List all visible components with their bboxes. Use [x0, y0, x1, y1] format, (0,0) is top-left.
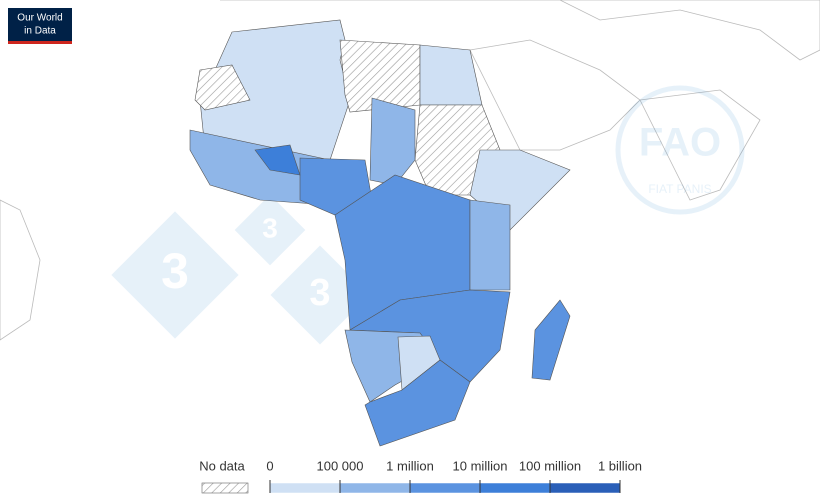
legend-tick-label: 1 billion	[598, 458, 642, 473]
surrounding-land	[0, 0, 820, 341]
africa	[189, 19, 571, 447]
legend-tick-label: 100 000	[317, 458, 364, 473]
logo: Our World in Data	[8, 8, 72, 44]
legend-bin	[269, 482, 341, 494]
logo-line: in Data	[24, 26, 56, 37]
legend-tick-label: 100 million	[519, 458, 581, 473]
legend-tick-label: 0	[266, 458, 273, 473]
logo-line: Our World	[17, 13, 62, 24]
legend-tick-label: 10 million	[453, 458, 508, 473]
watermark-digit: 3	[309, 272, 330, 314]
watermark-digit: 3	[161, 243, 189, 299]
legend-no-data: No data	[199, 458, 245, 473]
legend-bin	[409, 482, 481, 494]
watermark-fao: FAO	[639, 121, 721, 165]
legend-tick-label: 1 million	[386, 458, 434, 473]
legend-bin	[479, 482, 551, 494]
legend-bin	[549, 482, 621, 494]
legend-bin	[339, 482, 411, 494]
legend: No data 0 100 000 1 million 10 million 100 m…	[199, 458, 642, 494]
watermark-motto: FIAT PANIS	[648, 182, 711, 196]
watermark-digit: 3	[262, 212, 278, 243]
